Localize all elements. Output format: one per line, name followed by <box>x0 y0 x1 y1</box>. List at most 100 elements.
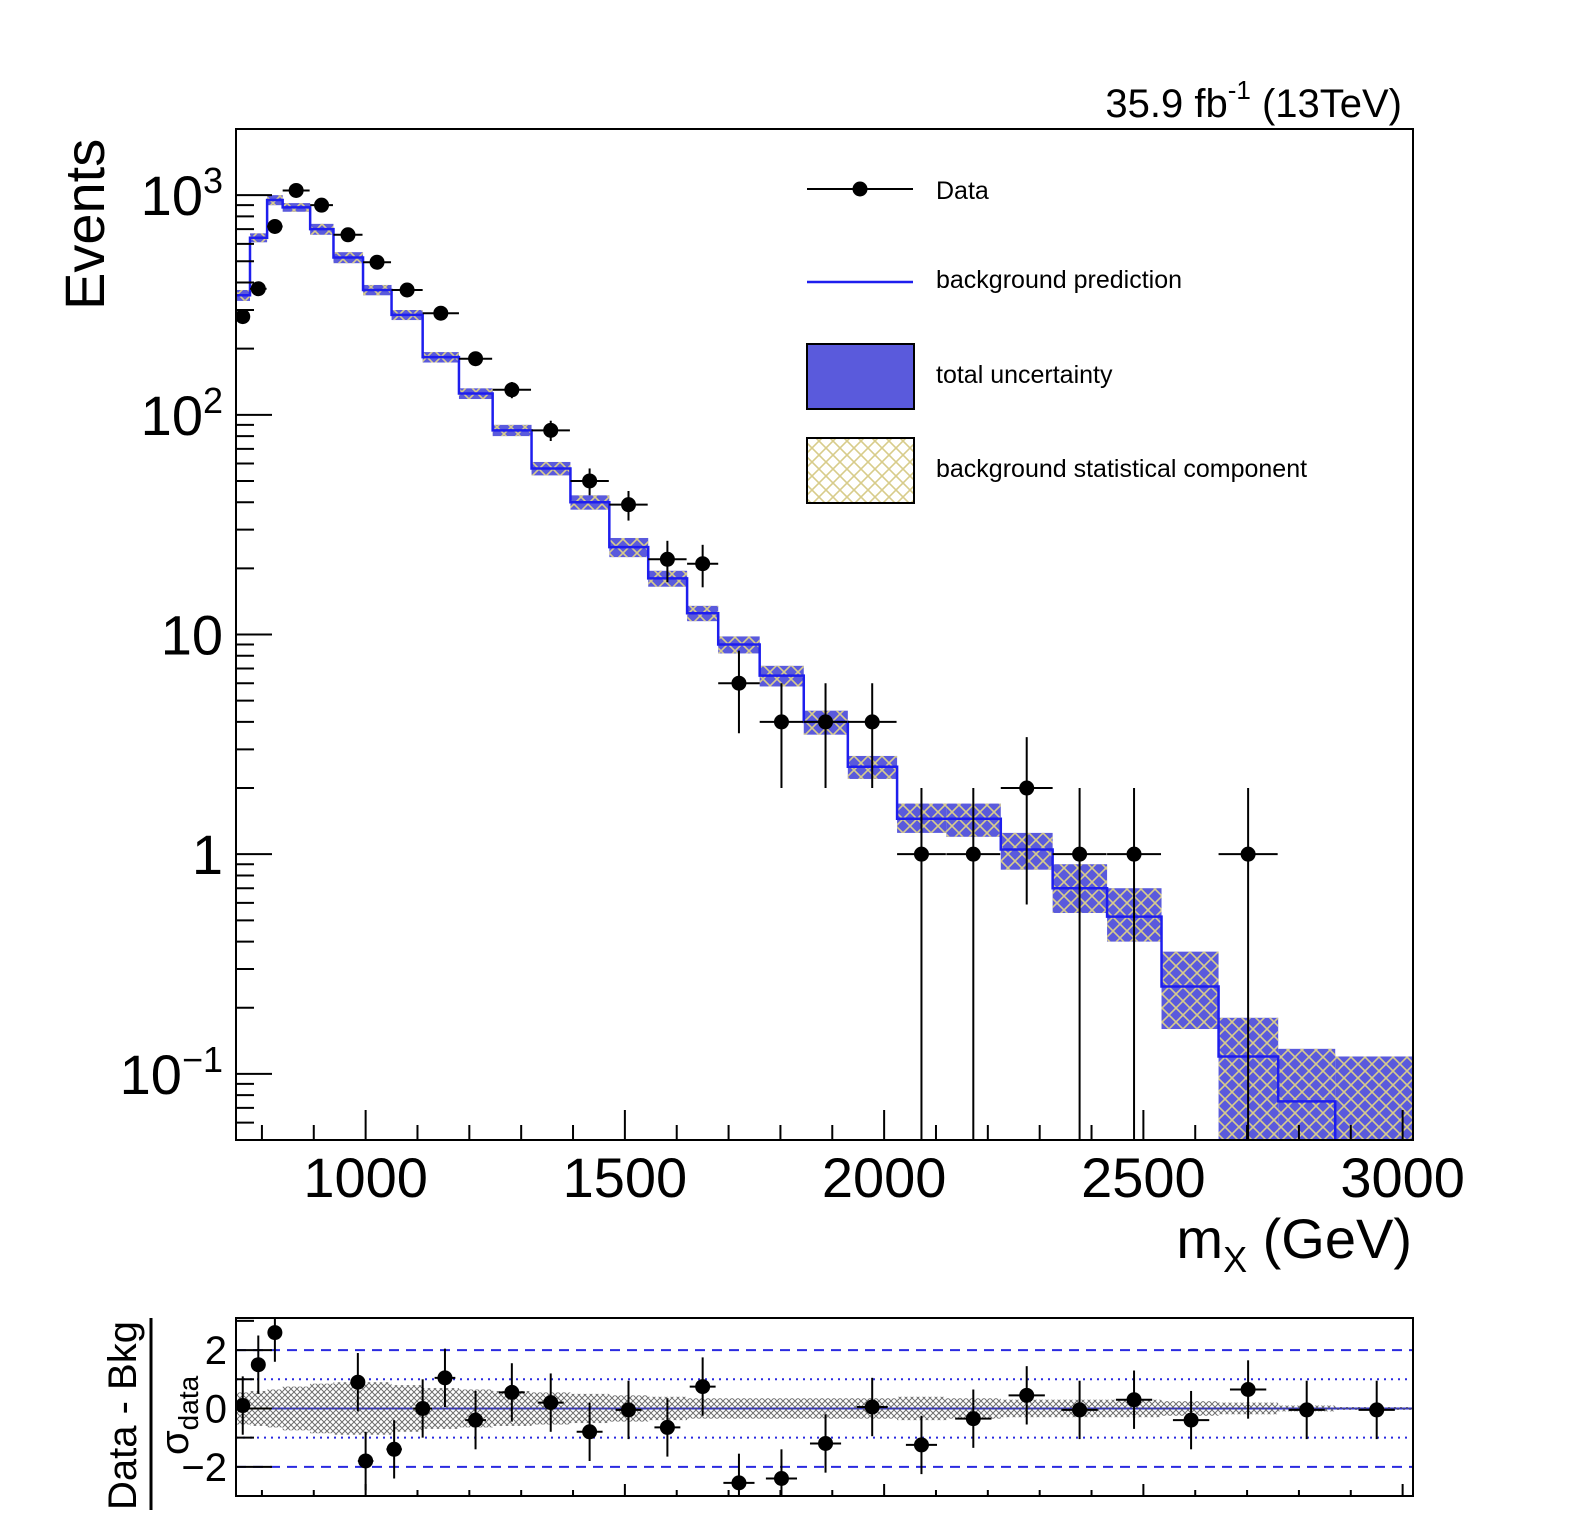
pull-marker <box>1072 1402 1087 1417</box>
data-marker <box>818 714 833 729</box>
data-point <box>946 788 1000 1206</box>
legend-entry-uncertainty: total uncertainty <box>807 344 1113 409</box>
pull-marker <box>1241 1382 1256 1397</box>
data-marker <box>914 847 929 862</box>
y-tick-base: 10 <box>120 1043 182 1106</box>
data-point <box>760 683 804 788</box>
y-tick-label: 10−1 <box>120 1039 223 1106</box>
pull-point <box>235 1376 250 1434</box>
y-tick-exponent: −1 <box>182 1039 223 1080</box>
pull-point <box>810 1414 841 1472</box>
x-tick-label: 3000 <box>1340 1146 1465 1209</box>
y-tick-label: 10 <box>161 604 223 667</box>
pull-marker <box>468 1413 483 1428</box>
pull-point <box>906 1416 937 1474</box>
y-tick-exponent: 2 <box>203 380 223 421</box>
y-tick-base: 10 <box>141 164 203 227</box>
data-point <box>718 651 759 734</box>
pull-band-bin <box>760 1398 804 1418</box>
main-frame <box>236 129 1413 1140</box>
pull-marker <box>543 1395 558 1410</box>
data-point <box>1053 788 1107 1206</box>
pull-marker <box>358 1453 373 1468</box>
pull-marker <box>660 1420 675 1435</box>
y-tick-label: 103 <box>141 160 223 227</box>
pull-point <box>251 1336 266 1394</box>
data-marker <box>774 714 789 729</box>
pull-marker <box>251 1357 266 1372</box>
pull-marker <box>504 1385 519 1400</box>
pull-marker <box>350 1375 365 1390</box>
x-tick-label: 1500 <box>563 1146 688 1209</box>
pull-marker <box>966 1411 981 1426</box>
legend-entry-data: Data <box>807 177 989 205</box>
data-marker <box>1241 847 1256 862</box>
x-axis-ticks: 1000 1500 2000 2500 3000 <box>262 1110 1465 1496</box>
data-point <box>283 183 310 198</box>
pull-point <box>766 1449 797 1507</box>
data-point <box>609 491 647 521</box>
pull-marker <box>1299 1402 1314 1417</box>
background-prediction-line <box>236 200 1413 1150</box>
data-marker <box>695 556 710 571</box>
data-marker <box>289 183 304 198</box>
data-marker <box>660 552 675 567</box>
pull-y-tick-label: 0 <box>205 1387 227 1431</box>
pull-marker <box>818 1436 833 1451</box>
pull-marker <box>1369 1402 1384 1417</box>
data-marker <box>267 219 282 234</box>
data-marker <box>865 714 880 729</box>
pull-ylabel-denominator: σdata <box>153 1375 204 1455</box>
pull-point <box>723 1454 754 1512</box>
data-marker <box>400 282 415 297</box>
data-marker <box>433 306 448 321</box>
pull-band-bin <box>283 1387 310 1431</box>
pull-point <box>1173 1391 1209 1449</box>
pull-ylabel-numerator: Data - Bkg <box>101 1321 145 1510</box>
pull-marker <box>774 1471 789 1486</box>
legend-entry-statistical: background statistical component <box>807 438 1307 503</box>
x-tick-label: 2500 <box>1081 1146 1206 1209</box>
data-point <box>1001 737 1053 904</box>
data-marker <box>1072 847 1087 862</box>
y-tick-exponent: 3 <box>203 160 223 201</box>
pull-marker <box>267 1325 282 1340</box>
legend-label-uncertainty: total uncertainty <box>936 361 1113 389</box>
y-tick-base: 10 <box>161 604 223 667</box>
pull-marker <box>731 1475 746 1490</box>
data-point <box>267 219 283 234</box>
stat-hatch-bin <box>1278 1049 1335 1189</box>
pull-band-bin <box>718 1398 759 1418</box>
data-point <box>459 351 492 366</box>
pull-marker <box>387 1442 402 1457</box>
data-point <box>493 382 531 398</box>
pull-band-bin <box>310 1384 333 1434</box>
data-marker <box>1019 781 1034 796</box>
data-point <box>310 198 333 213</box>
data-point <box>363 255 391 270</box>
pull-marker <box>695 1379 710 1394</box>
pull-point <box>1289 1381 1325 1439</box>
pull-band-bin <box>363 1382 392 1435</box>
pull-point <box>1061 1381 1097 1439</box>
data-points <box>235 183 1277 1206</box>
legend: Data background prediction total uncerta… <box>807 177 1307 503</box>
pull-marker <box>1184 1413 1199 1428</box>
data-point <box>1219 788 1278 1206</box>
data-point <box>687 545 718 587</box>
data-point <box>423 306 459 321</box>
pull-marker <box>865 1400 880 1415</box>
data-marker <box>966 847 981 862</box>
data-point <box>392 282 423 297</box>
legend-label-data: Data <box>936 177 989 205</box>
y-axis-label: Events <box>53 139 116 310</box>
data-marker <box>543 423 558 438</box>
data-marker <box>235 309 250 324</box>
pull-marker <box>235 1398 250 1413</box>
x-axis-label: mX (GeV) <box>1176 1207 1412 1280</box>
y-tick-base: 10 <box>141 384 203 447</box>
pull-point <box>616 1381 642 1439</box>
pull-marker <box>582 1424 597 1439</box>
legend-label-background: background prediction <box>936 266 1182 294</box>
